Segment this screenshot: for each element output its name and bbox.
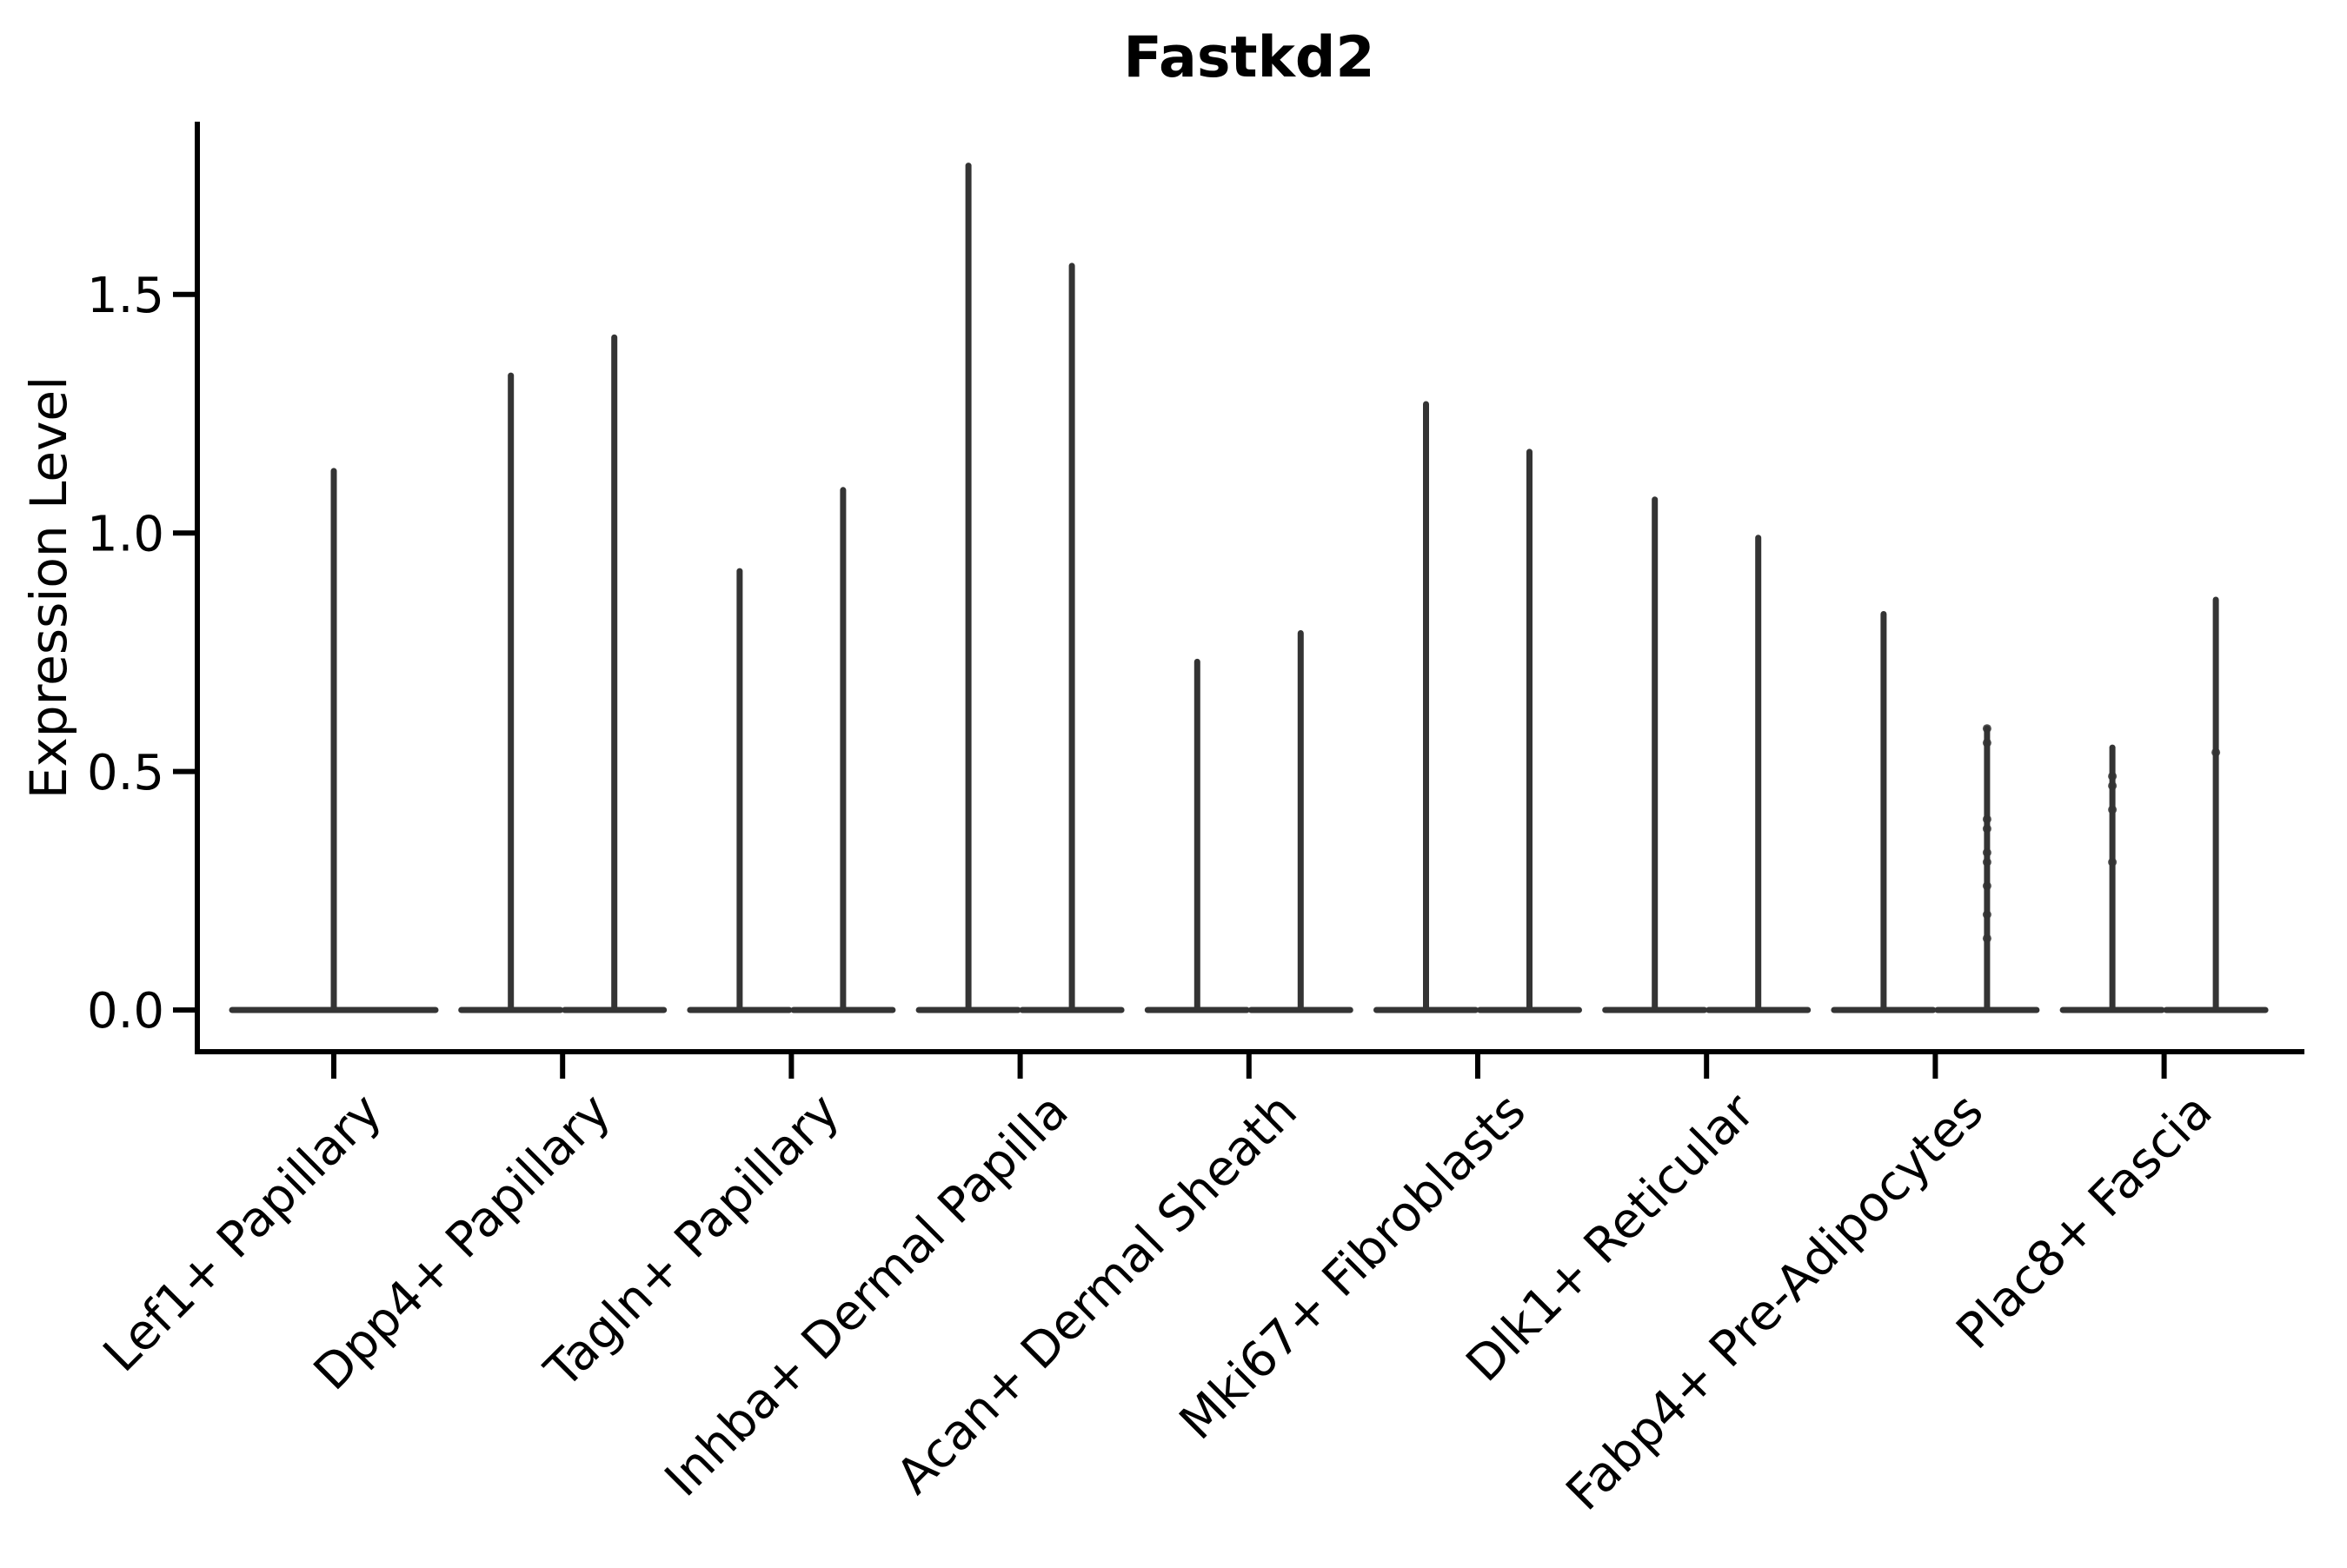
chart-title: Fastkd2 [1123, 25, 1375, 90]
jitter-point [2108, 781, 2118, 791]
x-tick-label: Fabp4+ Pre-Adipocytes [1556, 1083, 1995, 1522]
y-tick-label: 1.5 [87, 268, 164, 324]
jitter-point [1982, 881, 1991, 891]
y-tick-label: 1.0 [87, 506, 164, 562]
jitter-point [2108, 857, 2118, 867]
y-tick-label: 0.0 [87, 983, 164, 1040]
x-tick-label: Inhba+ Dermal Papilla [655, 1083, 1080, 1508]
y-tick-label: 0.5 [87, 745, 164, 801]
x-tick-label: Acan+ Dermal Sheath [886, 1083, 1308, 1505]
y-axis-title: Expression Level [19, 375, 78, 800]
jitter-point [2108, 772, 2118, 781]
jitter-point [2211, 747, 2221, 757]
jitter-point [1982, 824, 1991, 834]
jitter-point [1982, 933, 1991, 943]
jitter-point [1982, 847, 1991, 857]
jitter-point [1982, 724, 1991, 734]
jitter-point [1982, 738, 1991, 747]
jitter-point [1982, 910, 1991, 920]
jitter-point [1982, 857, 1991, 867]
jitter-point [2108, 805, 2118, 814]
jitter-point [1982, 814, 1991, 824]
